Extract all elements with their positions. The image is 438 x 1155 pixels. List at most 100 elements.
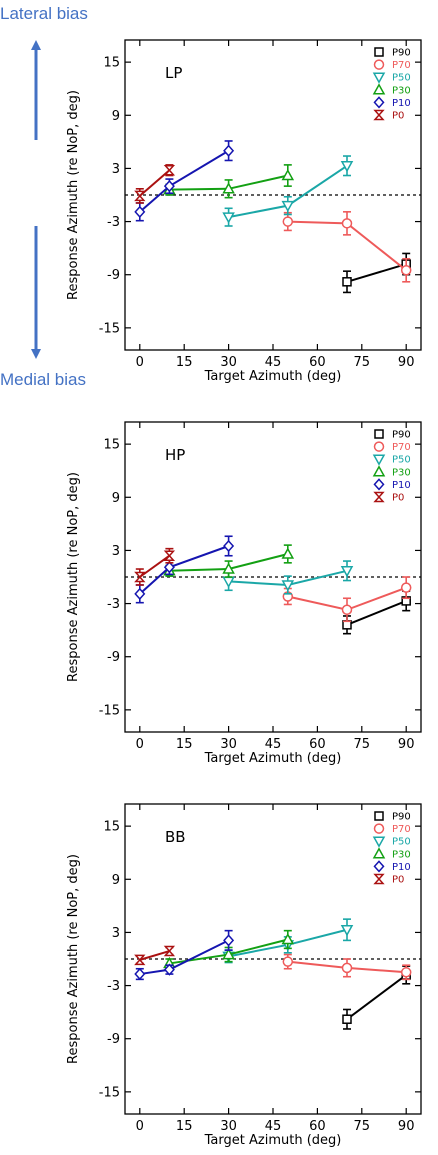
data-point-p70 [400, 582, 412, 593]
y-tick-label: 3 [112, 926, 120, 941]
data-point-p10 [223, 539, 235, 553]
y-tick-label: -9 [107, 268, 120, 283]
x-tick-label: 75 [354, 737, 371, 752]
data-point-p50 [222, 212, 235, 224]
series-line [346, 263, 407, 283]
data-point-p10 [163, 180, 175, 193]
x-tick-label: 15 [176, 355, 193, 370]
y-tick-label: 9 [112, 873, 120, 888]
series-line [139, 169, 171, 197]
data-point-p50 [340, 566, 354, 578]
y-axis-label: Response Azimuth (re NoP, deg) [66, 854, 81, 1064]
x-tick-label: 0 [136, 355, 144, 370]
x-tick-label: 75 [354, 355, 371, 370]
x-tick-label: 75 [354, 1119, 371, 1134]
series-p90 [342, 252, 411, 294]
x-tick-label: 90 [398, 737, 415, 752]
data-point-p0 [163, 550, 176, 561]
data-point-p10 [223, 934, 235, 947]
y-tick-label: 3 [112, 544, 120, 559]
x-tick-label: 60 [309, 1119, 326, 1134]
y-tick-label: -15 [99, 321, 120, 336]
legend-label-p70: P70 [392, 60, 411, 71]
data-point-p50 [281, 580, 295, 592]
data-point-p50 [281, 200, 295, 213]
data-point-p70 [282, 956, 294, 967]
series-p90 [342, 965, 411, 1030]
data-point-p70 [341, 604, 353, 616]
medial-bias-label: Medial bias [0, 370, 86, 389]
y-tick-label: -3 [107, 979, 120, 994]
legend-marker-p10 [373, 478, 385, 491]
legend-marker-p30 [372, 465, 386, 477]
legend-marker-p10 [373, 96, 385, 109]
lateral-bias-label: Lateral bias [0, 4, 88, 23]
legend-label-p10: P10 [392, 480, 411, 491]
data-point-p30 [222, 182, 235, 194]
data-point-p0 [134, 954, 146, 966]
panel-label: BB [165, 828, 186, 846]
panel-label: LP [165, 64, 182, 82]
chart-panel-hp: 0 15 30 45 60 75 90 -15 -9 -3 3 9 15 Target Azimuth (… [66, 421, 422, 766]
legend-label-p0: P0 [392, 111, 404, 122]
y-tick-label: -9 [107, 1032, 120, 1047]
x-tick-label: 30 [220, 355, 237, 370]
x-tick-label: 45 [265, 355, 282, 370]
data-point-p30 [281, 547, 295, 559]
y-tick-label: 15 [103, 820, 120, 835]
legend-marker-p90 [374, 47, 384, 57]
legend-marker-p10 [373, 860, 385, 873]
legend-marker-p70 [373, 59, 385, 70]
data-point-p0 [134, 571, 146, 583]
series-p0 [134, 547, 176, 586]
data-point-p10 [134, 967, 146, 981]
y-tick-label: 9 [112, 109, 120, 124]
data-point-p0 [163, 945, 176, 957]
y-axis-label: Response Azimuth (re NoP, deg) [66, 90, 81, 300]
y-axis-label: Response Azimuth (re NoP, deg) [66, 472, 81, 682]
series-p50 [222, 560, 354, 595]
y-tick-label: -9 [107, 650, 120, 665]
x-tick-label: 45 [265, 737, 282, 752]
data-point-p50 [340, 925, 354, 937]
data-point-p10 [163, 561, 175, 574]
x-axis-label: Target Azimuth (deg) [204, 751, 342, 766]
legend-label-p90: P90 [392, 812, 411, 823]
y-tick-label: -15 [99, 703, 120, 718]
y-tick-label: -3 [107, 597, 120, 612]
legend-label-p50: P50 [392, 73, 411, 84]
data-point-p10 [163, 963, 175, 976]
data-point-p10 [223, 144, 235, 157]
y-tick-label: -15 [99, 1085, 120, 1100]
x-tick-label: 30 [220, 1119, 237, 1134]
x-tick-label: 0 [136, 1119, 144, 1134]
y-tick-label: 3 [112, 162, 120, 177]
data-point-p70 [400, 967, 412, 978]
data-point-p30 [281, 168, 295, 181]
series-p10 [134, 929, 235, 981]
data-point-p70 [282, 216, 294, 227]
y-tick-label: 9 [112, 491, 120, 506]
panel-label: HP [165, 446, 185, 464]
data-point-p0 [134, 190, 146, 202]
legend-label-p10: P10 [392, 862, 411, 873]
x-tick-label: 0 [136, 737, 144, 752]
data-point-p30 [222, 948, 235, 960]
legend-label-p30: P30 [392, 849, 411, 860]
x-tick-label: 60 [309, 737, 326, 752]
x-tick-label: 45 [265, 1119, 282, 1134]
chart-panel-bb: 0 15 30 45 60 75 90 -15 -9 -3 3 9 15 Target Azimuth (… [66, 803, 422, 1148]
legend-label-p10: P10 [392, 98, 411, 109]
series-p70 [282, 576, 412, 623]
data-point-p70 [341, 962, 353, 974]
data-point-p70 [400, 265, 412, 276]
x-axis-label: Target Azimuth (deg) [204, 1133, 342, 1148]
series-p30 [163, 164, 295, 199]
x-tick-label: 30 [220, 737, 237, 752]
x-tick-label: 90 [398, 355, 415, 370]
x-tick-label: 90 [398, 1119, 415, 1134]
x-tick-label: 60 [309, 355, 326, 370]
series-line [139, 950, 170, 961]
